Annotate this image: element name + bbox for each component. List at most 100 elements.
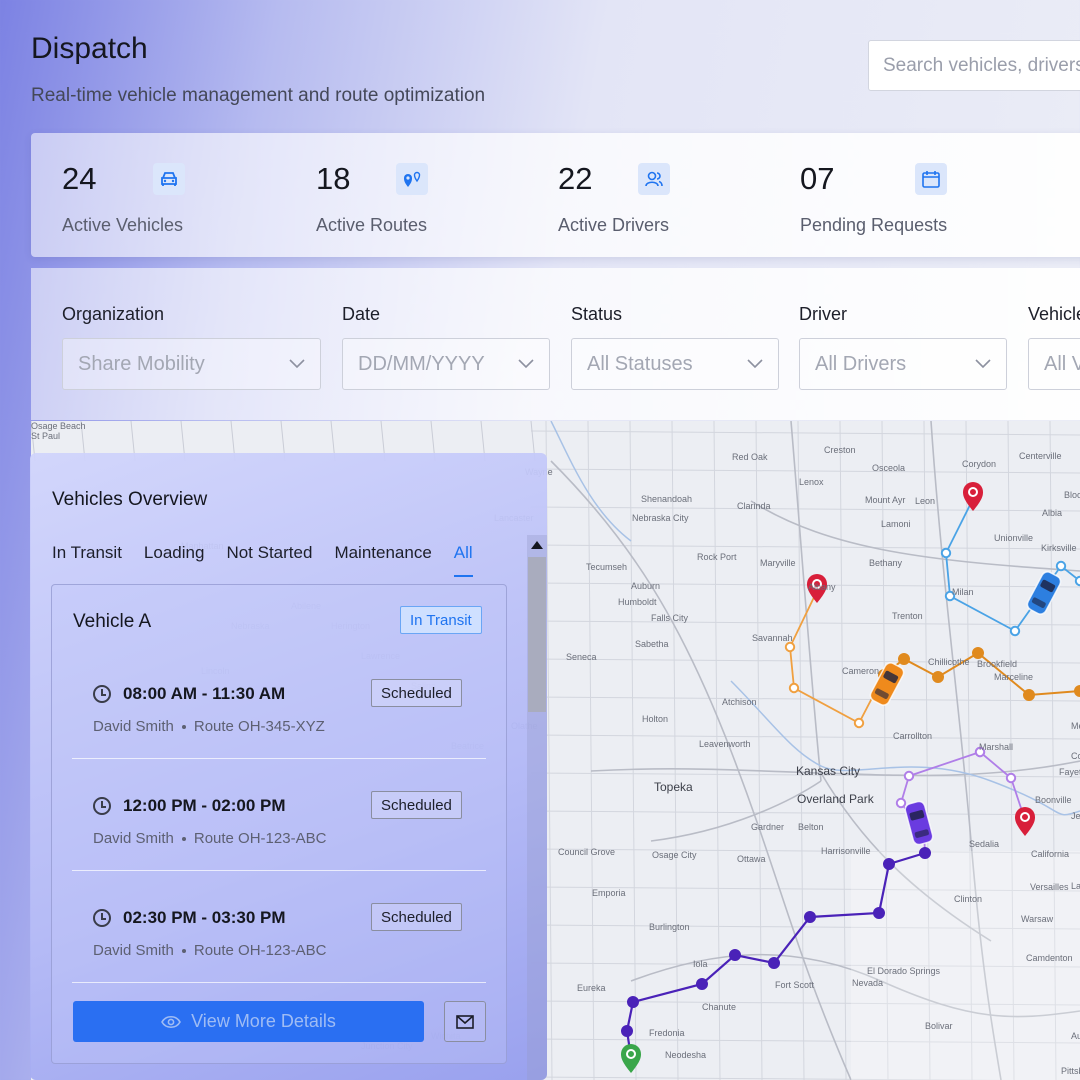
purple-route-stop [627, 996, 639, 1008]
map-grid-line [530, 620, 1080, 626]
map-grid-line [881, 421, 889, 1080]
map-grid-line [530, 886, 1080, 892]
orange-route-stop [853, 717, 865, 729]
map-road [630, 953, 1080, 1018]
message-button[interactable] [444, 1001, 486, 1042]
vehicle-select[interactable]: All Vehicles [1028, 338, 1080, 390]
map-place-label: Albany [808, 582, 836, 592]
map-place-label: Harrisonville [821, 846, 871, 856]
select-value: All Statuses [587, 352, 693, 375]
vehicle-name: Vehicle A [73, 611, 152, 632]
separator-dot [181, 837, 186, 842]
tab-not-started[interactable]: Not Started [226, 543, 313, 562]
chevron-down-icon [747, 359, 763, 369]
map-grid-line [545, 421, 553, 1080]
select-value: All Vehicles [1044, 352, 1080, 375]
trip-driver: David Smith [93, 830, 174, 847]
separator-dot [181, 949, 186, 954]
map-grid-line [587, 421, 595, 1080]
map-grid-line [530, 924, 1080, 930]
scroll-up-arrow-icon[interactable] [531, 541, 543, 549]
trip-driver: David Smith [93, 718, 174, 735]
trip-status-badge: Scheduled [371, 903, 462, 931]
map-grid-line [755, 421, 763, 1080]
search-input[interactable] [883, 54, 1080, 77]
map-place-label: Chillicothe [928, 657, 970, 667]
page-subtitle: Real-time vehicle management and route o… [31, 85, 486, 106]
map-place-label: Osage City [652, 850, 697, 860]
origin-pin-icon-dot [626, 1049, 636, 1059]
map-place-label: Red Oak [732, 452, 768, 462]
trip-row[interactable]: 12:00 PM - 02:00 PM Scheduled David Smit… [72, 759, 486, 871]
chevron-down-icon [289, 359, 305, 369]
map-place-label: Columbia [1071, 751, 1080, 761]
map-place-label: El Dorado Springs [867, 966, 941, 976]
map-place-label: Marceline [994, 672, 1034, 682]
map-place-label: Tecumseh [586, 562, 628, 572]
map-canvas[interactable] [31, 421, 1080, 1080]
organization-select[interactable]: Share Mobility [62, 338, 321, 390]
blue-route-stop [1055, 560, 1067, 572]
vehicle-marker-icon[interactable] [904, 800, 934, 846]
driver-select[interactable]: All Drivers [799, 338, 1007, 390]
drivers-icon [638, 163, 670, 195]
stat-label: Active Drivers [558, 215, 670, 235]
status-badge: In Transit [400, 606, 482, 634]
stat-label: Active Vehicles [62, 215, 184, 235]
map-place-label: Holton [642, 714, 669, 724]
map-grid-line [713, 421, 721, 1080]
map-place-label: Gardner [751, 822, 785, 832]
vehicle-marker-icon[interactable] [1025, 570, 1062, 616]
purple-route-stop [729, 949, 741, 961]
map-grid-line [671, 421, 679, 1080]
trip-row[interactable]: 02:30 PM - 03:30 PM Scheduled David Smit… [72, 871, 486, 983]
map-place-label: Leavenworth [699, 739, 751, 749]
map-place-label: Jefferson City [1071, 811, 1080, 821]
map-place-label: Council Grove [558, 847, 616, 857]
tab-in-transit[interactable]: In Transit [52, 543, 122, 562]
orange-route-stop [932, 671, 944, 683]
clock-icon [93, 685, 111, 703]
route-pin-icon [396, 163, 428, 195]
map-shade [851, 851, 1080, 1080]
map-place-label: Augusta [1071, 1031, 1080, 1041]
mail-icon [456, 1014, 474, 1029]
destination-pin-icon-dot [1020, 812, 1030, 822]
orange-route-line [789, 590, 885, 725]
stat-value: 22 [558, 161, 593, 196]
trip-route: Route OH-345-XYZ [193, 718, 325, 735]
filter-label: Status [571, 304, 623, 324]
tab-all[interactable]: All [453, 543, 473, 577]
destination-pin-icon-dot [968, 487, 978, 497]
map-place-label: Leon [915, 496, 936, 506]
tab-maintenance[interactable]: Maintenance [334, 543, 432, 562]
select-value: All Drivers [815, 352, 907, 375]
map-grid-line [530, 696, 1080, 702]
date-select[interactable]: DD/MM/YYYY [342, 338, 550, 390]
tab-loading[interactable]: Loading [143, 543, 205, 562]
map-place-label: Brookfield [977, 659, 1018, 669]
trip-time: 12:00 PM - 02:00 PM [123, 796, 286, 815]
map-place-label: Neodesha [665, 1050, 707, 1060]
trip-meta: David Smith Route OH-345-XYZ [93, 718, 325, 735]
view-more-details-button[interactable]: View More Details [73, 1001, 424, 1042]
blue-route-stop [944, 590, 956, 602]
map-place-label: Mexico [1071, 721, 1080, 731]
map-grid-line [629, 421, 637, 1080]
destination-pin-icon-dot [812, 579, 822, 589]
status-select[interactable]: All Statuses [571, 338, 779, 390]
map-grid-line [530, 734, 1080, 740]
trip-time: 08:00 AM - 11:30 AM [123, 684, 286, 703]
river [730, 680, 1080, 816]
orange-route-stop [788, 682, 800, 694]
map-place-label: Maryville [760, 558, 796, 568]
select-value: DD/MM/YYYY [358, 352, 485, 375]
select-value: Share Mobility [78, 352, 205, 375]
trip-row[interactable]: 08:00 AM - 11:30 AM Scheduled David Smit… [72, 647, 486, 759]
search-box[interactable] [868, 40, 1080, 91]
map-place-label: Carrollton [893, 731, 933, 741]
scrollbar-thumb[interactable] [528, 557, 546, 712]
map-place-label: Rock Port [697, 552, 737, 562]
vehicle-marker-icon[interactable] [868, 661, 905, 707]
map-road [650, 780, 822, 842]
